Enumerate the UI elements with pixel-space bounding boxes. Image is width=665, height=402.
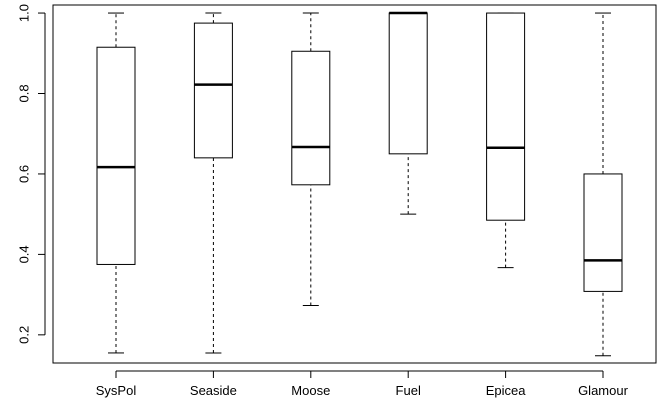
x-tick-label: Seaside bbox=[190, 383, 237, 398]
y-tick-label: 0.2 bbox=[17, 326, 32, 344]
iqr-box bbox=[96, 46, 136, 265]
iqr-box bbox=[583, 173, 623, 292]
iqr-box bbox=[486, 12, 526, 221]
y-tick-label: 0.4 bbox=[17, 245, 32, 263]
x-axis: SysPol Seaside Moose Fuel Epicea Glamour bbox=[96, 370, 629, 398]
x-tick-label: Glamour bbox=[578, 383, 629, 398]
y-tick-label: 0.6 bbox=[17, 165, 32, 183]
box-seaside bbox=[193, 12, 233, 354]
iqr-box bbox=[388, 12, 428, 155]
y-tick-label: 0.8 bbox=[17, 84, 32, 102]
plot-frame bbox=[52, 4, 657, 364]
x-tick-label: Fuel bbox=[396, 383, 421, 398]
x-tick-label: SysPol bbox=[96, 383, 137, 398]
iqr-box bbox=[291, 50, 331, 186]
box-syspol bbox=[96, 12, 136, 354]
x-tick-label: Epicea bbox=[486, 383, 527, 398]
iqr-box bbox=[193, 22, 233, 159]
box-glamour bbox=[583, 12, 623, 357]
box-epicea bbox=[486, 12, 526, 269]
box-moose bbox=[291, 12, 331, 306]
y-axis: 0.2 0.4 0.6 0.8 1.0 bbox=[17, 4, 46, 344]
y-tick-label: 1.0 bbox=[17, 4, 32, 22]
box-fuel bbox=[388, 11, 428, 215]
x-tick-label: Moose bbox=[291, 383, 330, 398]
boxes-group bbox=[96, 11, 623, 357]
